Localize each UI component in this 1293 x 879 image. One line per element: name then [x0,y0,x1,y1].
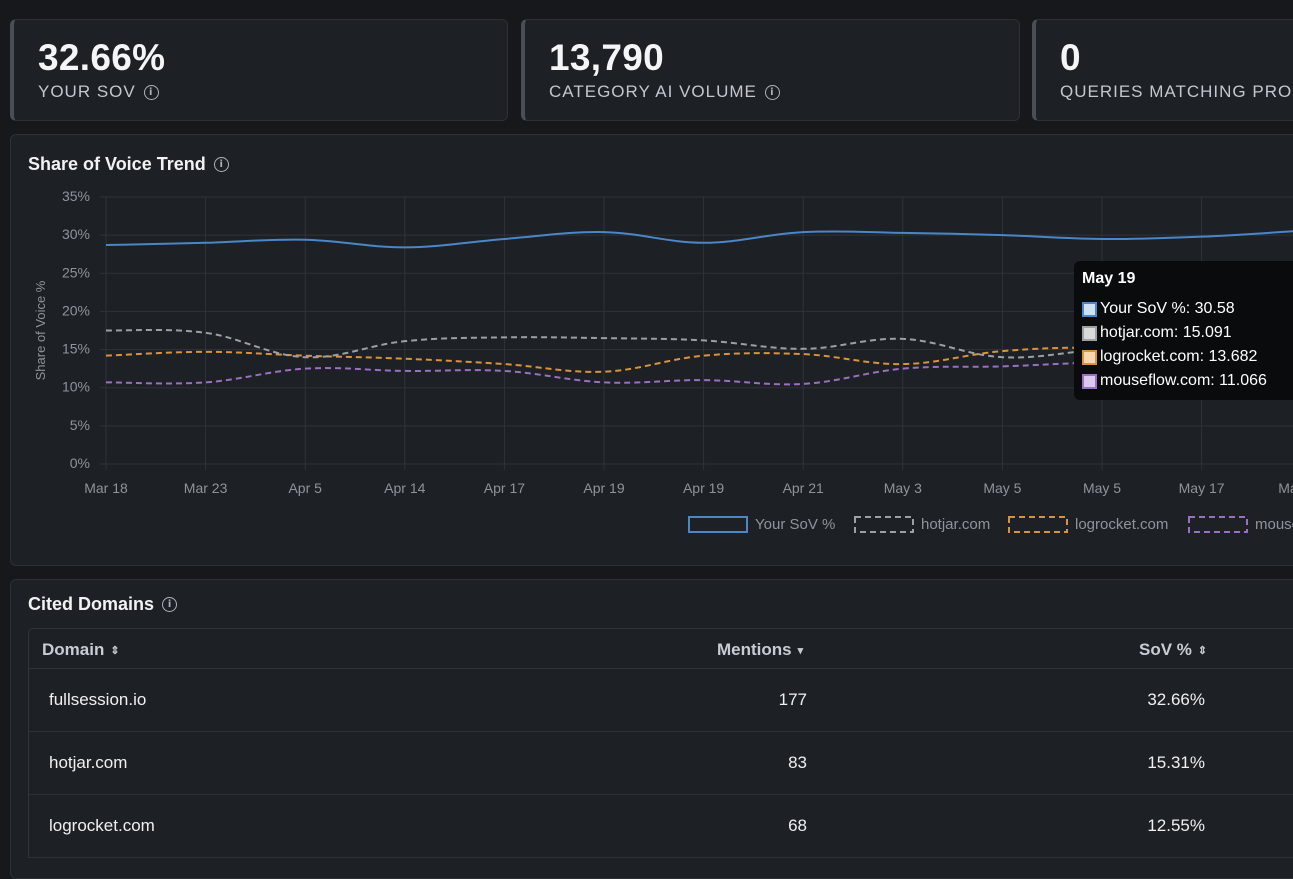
y-tick-label: 30% [62,226,90,242]
chevron-down-icon: ▾ [797,644,804,657]
table-row[interactable]: logrocket.com 68 12.55% [29,795,1293,858]
tooltip-swatch [1082,301,1097,317]
stat-value: 13,790 [549,37,664,78]
y-tick-label: 25% [62,264,90,280]
tooltip-row-text: hotjar.com: 15.091 [1100,324,1232,341]
cited-domains-title: Cited Domains i [28,594,178,615]
series-line-your-sov- [105,230,1293,249]
stat-label-text: YOUR SOV [38,82,136,101]
domain-cell: hotjar.com [49,753,128,772]
cited-domains-card [10,579,1293,879]
stat-value: 32.66% [38,37,166,78]
x-tick-label: May 19 [1278,480,1293,496]
domain-cell: fullsession.io [49,690,147,709]
x-tick-label: May 5 [983,480,1021,496]
tooltip-row-text: logrocket.com: 13.682 [1100,348,1258,365]
x-tick-label: May 3 [884,480,922,496]
x-tick-label: May 17 [1179,480,1225,496]
tooltip-swatch [1082,325,1097,341]
info-icon[interactable]: i [143,84,159,100]
legend-label[interactable]: logrocket.com [1075,516,1168,533]
legend-label[interactable]: Your SoV % [755,516,835,533]
table-row[interactable]: fullsession.io 177 32.66% [29,669,1293,732]
table-header: Domain ⇕ Mentions ▾ SoV % ⇕ [29,629,1293,669]
tooltip-row-text: Your SoV %: 30.58 [1100,300,1235,317]
sov-cell: 15.31% [1147,753,1205,772]
mentions-cell: 177 [778,690,807,709]
table-row[interactable]: hotjar.com 83 15.31% [29,732,1293,795]
legend-label[interactable]: hotjar.com [921,516,990,533]
info-icon[interactable]: i [764,84,780,100]
sov-cell: 32.66% [1147,690,1205,709]
column-header-label: SoV % [1139,640,1192,659]
mentions-cell: 83 [788,753,807,772]
tooltip-swatch [1082,373,1097,389]
series-line-mouseflow-com [105,360,1293,386]
tooltip-row-text: mouseflow.com: 11.066 [1100,372,1267,389]
y-tick-label: 35% [62,188,90,204]
cited-domains-title-text: Cited Domains [28,594,155,614]
stat-label: YOUR SOV i [38,82,159,102]
stat-label-text: CATEGORY AI VOLUME [549,82,757,101]
chart-tooltip: May 19 Your SoV %: 30.58 hotjar.com: 15.… [1074,261,1293,400]
x-tick-label: Mar 18 [84,480,128,496]
tooltip-row: Your SoV %: 30.58 [1082,297,1293,321]
x-tick-label: Apr 19 [683,480,724,496]
y-tick-label: 5% [70,417,90,433]
x-tick-label: May 5 [1083,480,1121,496]
trend-title-text: Share of Voice Trend [28,154,206,174]
y-tick-label: 10% [62,379,90,395]
info-icon[interactable]: i [213,157,229,172]
tooltip-row: mouseflow.com: 11.066 [1082,369,1293,393]
sov-cell: 12.55% [1147,816,1205,835]
x-tick-label: Apr 21 [783,480,824,496]
legend-swatch[interactable] [854,516,914,533]
column-header-label: Domain [42,640,105,659]
x-tick-label: Apr 5 [288,480,322,496]
stat-label-text: QUERIES MATCHING PROM [1060,82,1293,101]
legend-swatch[interactable] [1188,516,1248,533]
sort-icon: ⇕ [110,644,120,657]
y-axis-label: Share of Voice % [33,280,48,380]
info-icon[interactable]: i [162,597,178,612]
y-tick-label: 0% [70,455,90,471]
stat-card-queries: 0 QUERIES MATCHING PROM [1032,19,1293,121]
legend-swatch[interactable] [1008,516,1068,533]
stat-label: QUERIES MATCHING PROM [1060,82,1293,102]
legend-label[interactable]: mouseflow.com [1255,516,1293,533]
tooltip-title: May 19 [1082,270,1136,287]
tooltip-row: logrocket.com: 13.682 [1082,345,1293,369]
column-header-mentions[interactable]: Mentions ▾ [717,640,803,660]
y-tick-label: 15% [62,341,90,357]
x-tick-label: Apr 19 [583,480,624,496]
x-tick-label: Apr 14 [384,480,425,496]
tooltip-swatch [1082,349,1097,365]
domain-cell: logrocket.com [49,816,155,835]
stat-card-volume: 13,790 CATEGORY AI VOLUME i [521,19,1020,121]
tooltip-row: hotjar.com: 15.091 [1082,321,1293,345]
stat-value: 0 [1060,37,1081,78]
column-header-domain[interactable]: Domain ⇕ [42,640,120,660]
mentions-cell: 68 [788,816,807,835]
column-header-label: Mentions [717,640,792,659]
x-tick-label: Mar 23 [184,480,228,496]
stat-card-sov: 32.66% YOUR SOV i [10,19,508,121]
legend-swatch[interactable] [688,516,748,533]
cited-domains-table: Domain ⇕ Mentions ▾ SoV % ⇕ fullsession.… [28,628,1293,858]
y-tick-label: 20% [62,302,90,318]
stat-label: CATEGORY AI VOLUME i [549,82,780,102]
trend-title: Share of Voice Trend i [28,154,229,175]
x-tick-label: Apr 17 [484,480,525,496]
column-header-sov[interactable]: SoV % ⇕ [1139,640,1207,660]
sort-icon: ⇕ [1197,644,1208,657]
